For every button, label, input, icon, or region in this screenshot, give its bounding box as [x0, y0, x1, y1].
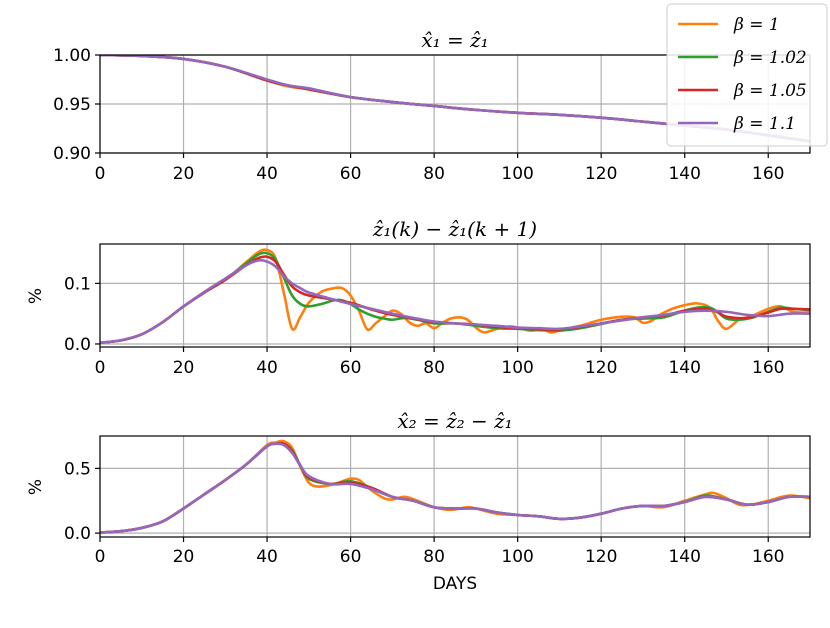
series-line-4 — [100, 442, 810, 534]
x-tick-label: 100 — [501, 547, 533, 567]
y-tick-label: 0.0 — [64, 335, 91, 355]
x-tick-label: 100 — [501, 164, 533, 184]
legend-box — [666, 3, 828, 147]
x-tick-label: 160 — [752, 547, 784, 567]
legend-label: β = 1.02 — [733, 48, 807, 68]
series-line-3 — [100, 255, 810, 345]
x-tick-label: 140 — [668, 358, 700, 378]
x-tick-label: 40 — [256, 358, 278, 378]
x-tick-label: 20 — [173, 547, 195, 567]
y-tick-label: 0.1 — [64, 274, 91, 294]
legend-entry: β = 1 — [678, 15, 780, 35]
y-tick-label: 1.00 — [53, 46, 91, 66]
chart-panel-2: 0 20 40 60 80 100 120 140 160 0.0 0.1 ẑ₁(k) − ẑ₁(k … — [26, 217, 811, 378]
x-axis-label: DAYS — [433, 574, 477, 594]
legend-entry: β = 1.1 — [678, 114, 796, 134]
x-tick-label: 120 — [585, 547, 617, 567]
y-tick-label: 0.0 — [64, 524, 91, 544]
x-tick-label: 0 — [95, 547, 106, 567]
panel-title: x̂₁ = ẑ₁ — [421, 28, 488, 52]
panel-title: x̂₂ = ẑ₂ − ẑ₁ — [397, 409, 512, 433]
y-tick-label: 0.90 — [53, 144, 91, 164]
series-line-2 — [100, 441, 810, 534]
chart-panels: 0 20 40 60 80 100 120 140 160 0.90 0.95 1.00 x̂₁ = ẑ… — [26, 28, 811, 594]
y-axis-label: % — [26, 288, 46, 304]
legend-label: β = 1 — [733, 15, 780, 35]
y-tick-label: 0.95 — [53, 95, 91, 115]
x-tick-label: 20 — [173, 164, 195, 184]
series-line-1 — [100, 439, 810, 534]
series-group — [100, 248, 810, 345]
series-group — [100, 439, 810, 534]
x-tick-label: 20 — [173, 358, 195, 378]
plot-frame — [99, 243, 811, 348]
x-tick-label: 140 — [668, 547, 700, 567]
y-axis-label: % — [26, 479, 46, 495]
chart-panel-3: 0 20 40 60 80 100 120 140 160 0.0 0.5 x̂₂ = ẑ₂ − ẑ₁… — [26, 409, 811, 594]
x-tick-label: 80 — [423, 547, 445, 567]
legend-entry: β = 1.02 — [678, 48, 807, 68]
x-tick-label: 120 — [585, 164, 617, 184]
x-tick-label: 60 — [340, 164, 362, 184]
x-tick-label: 60 — [340, 358, 362, 378]
x-tick-label: 60 — [340, 547, 362, 567]
x-tick-label: 0 — [95, 164, 106, 184]
x-tick-label: 80 — [423, 164, 445, 184]
legend: β = 1 β = 1.02 β = 1.05 β = 1.1 — [666, 3, 828, 147]
x-tick-label: 120 — [585, 358, 617, 378]
y-tick-label: 0.5 — [64, 459, 91, 479]
chart-panel-1: 0 20 40 60 80 100 120 140 160 0.90 0.95 1.00 x̂₁ = ẑ… — [53, 28, 811, 184]
series-line-1 — [100, 248, 810, 345]
plot-frame — [99, 435, 811, 538]
x-tick-label: 160 — [752, 358, 784, 378]
series-line-3 — [100, 441, 810, 534]
legend-label: β = 1.05 — [733, 81, 807, 101]
x-tick-label: 40 — [256, 164, 278, 184]
legend-label: β = 1.1 — [733, 114, 796, 134]
x-tick-label: 160 — [752, 164, 784, 184]
series-line-4 — [100, 258, 810, 345]
panel-title: ẑ₁(k) − ẑ₁(k + 1) — [372, 217, 537, 241]
legend-entry: β = 1.05 — [678, 81, 807, 101]
series-line-2 — [100, 251, 810, 345]
x-tick-label: 40 — [256, 547, 278, 567]
x-tick-label: 100 — [501, 358, 533, 378]
x-tick-label: 0 — [95, 358, 106, 378]
x-tick-label: 80 — [423, 358, 445, 378]
x-tick-label: 140 — [668, 164, 700, 184]
